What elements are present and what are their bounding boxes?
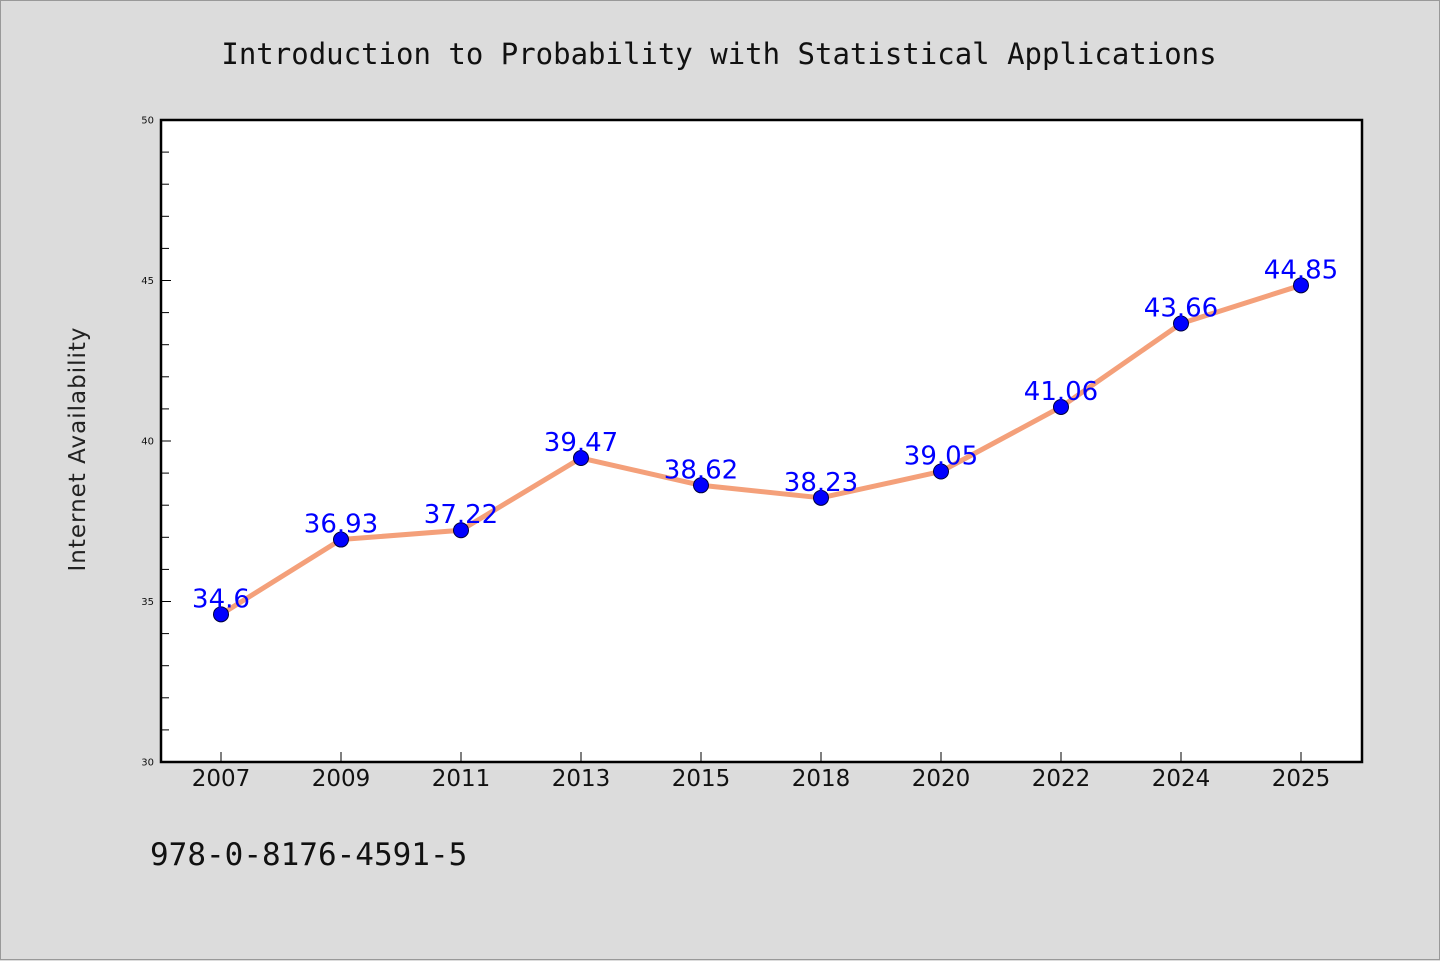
data-point (1293, 277, 1309, 294)
data-point (693, 477, 709, 494)
chart-title: Introduction to Probability with Statist… (221, 37, 1216, 71)
x-tick-label: 2015 (672, 766, 731, 792)
y-tick-label: 40 (141, 437, 154, 448)
data-label: 34.6 (192, 584, 250, 614)
x-tick-label: 2024 (1152, 766, 1211, 792)
data-point (573, 450, 589, 467)
x-tick-label: 2025 (1272, 766, 1331, 792)
data-label: 37.22 (424, 500, 498, 530)
y-tick-label: 50 (141, 116, 154, 127)
data-point (453, 522, 469, 539)
series: 34.6 36.93 37.22 39.47 38.62 38.23 39.05 41.06 4… (192, 255, 1338, 623)
data-label: 36.93 (304, 510, 378, 540)
y-axis-label: Internet Availability (65, 326, 91, 571)
x-tick-label: 2022 (1032, 766, 1091, 792)
x-tick-label: 2007 (192, 766, 251, 792)
data-point (813, 489, 829, 506)
data-point (333, 531, 349, 548)
y-axis: 30 35 40 45 50 (141, 116, 171, 769)
data-label: 39.47 (544, 428, 618, 458)
data-point (1173, 315, 1189, 332)
x-tick-label: 2011 (432, 766, 491, 792)
data-point (213, 606, 229, 623)
series-line (218, 282, 1304, 617)
data-label: 43.66 (1144, 294, 1218, 324)
y-tick-label: 35 (141, 597, 154, 608)
x-tick-label: 2009 (312, 766, 371, 792)
data-label: 38.23 (784, 468, 858, 498)
y-tick-label: 45 (141, 276, 154, 287)
isbn-label: 978-0-8176-4591-5 (150, 837, 467, 873)
data-label: 39.05 (904, 441, 978, 471)
x-tick-label: 2018 (792, 766, 851, 792)
data-point (1053, 398, 1069, 415)
y-tick-label: 30 (141, 758, 154, 769)
data-label: 44.85 (1264, 255, 1338, 285)
x-axis: 2007 2009 2011 2013 2015 2018 2020 2022 2024 2025 (192, 752, 1331, 792)
x-tick-label: 2013 (552, 766, 611, 792)
plot-area (159, 118, 1364, 764)
data-point (933, 463, 949, 480)
x-tick-label: 2020 (912, 766, 971, 792)
data-label: 38.62 (664, 455, 738, 485)
data-label: 41.06 (1024, 377, 1098, 407)
